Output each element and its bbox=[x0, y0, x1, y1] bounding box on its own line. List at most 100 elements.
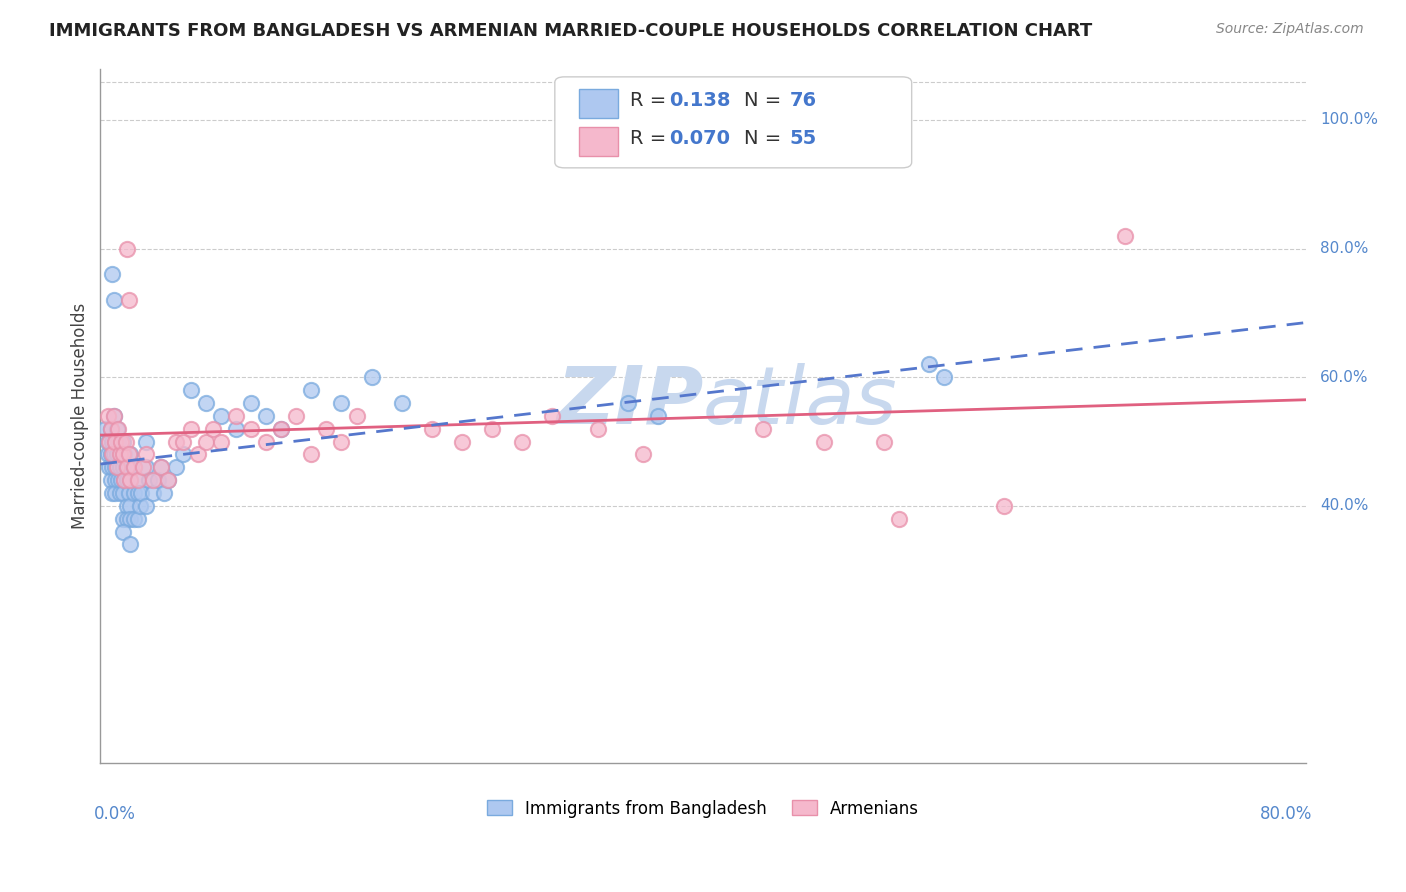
Point bbox=[107, 422, 129, 436]
Point bbox=[180, 383, 202, 397]
Point bbox=[103, 293, 125, 307]
Point bbox=[122, 460, 145, 475]
Point bbox=[118, 460, 141, 475]
Point bbox=[110, 434, 132, 449]
Point bbox=[98, 460, 121, 475]
Point bbox=[481, 422, 503, 436]
Point bbox=[98, 434, 121, 449]
Point bbox=[101, 447, 124, 461]
Point bbox=[104, 486, 127, 500]
Point bbox=[420, 422, 443, 436]
Point bbox=[128, 499, 150, 513]
Point bbox=[330, 396, 353, 410]
Point bbox=[172, 447, 194, 461]
Point bbox=[451, 434, 474, 449]
Point bbox=[117, 512, 139, 526]
Point bbox=[120, 473, 142, 487]
Point bbox=[100, 473, 122, 487]
Point bbox=[103, 409, 125, 423]
Point bbox=[254, 434, 277, 449]
Point bbox=[149, 460, 172, 475]
Point bbox=[360, 370, 382, 384]
Text: N =: N = bbox=[744, 128, 787, 148]
Point bbox=[586, 422, 609, 436]
Point bbox=[104, 460, 127, 475]
Point bbox=[118, 447, 141, 461]
Point bbox=[105, 447, 128, 461]
Text: N =: N = bbox=[744, 91, 787, 111]
Text: atlas: atlas bbox=[703, 363, 898, 441]
Point bbox=[225, 409, 247, 423]
Point bbox=[104, 434, 127, 449]
Point bbox=[120, 512, 142, 526]
Point bbox=[114, 473, 136, 487]
Point bbox=[101, 460, 124, 475]
Point bbox=[100, 422, 122, 436]
Point bbox=[180, 422, 202, 436]
Text: 0.138: 0.138 bbox=[669, 91, 731, 111]
Point bbox=[108, 460, 131, 475]
FancyBboxPatch shape bbox=[555, 77, 911, 168]
Point bbox=[122, 512, 145, 526]
Point bbox=[111, 524, 134, 539]
Point bbox=[120, 499, 142, 513]
Point bbox=[391, 396, 413, 410]
Text: 55: 55 bbox=[790, 128, 817, 148]
Point bbox=[131, 460, 153, 475]
Point bbox=[541, 409, 564, 423]
Point bbox=[1114, 228, 1136, 243]
Point bbox=[194, 396, 217, 410]
Point bbox=[118, 486, 141, 500]
Text: 0.070: 0.070 bbox=[669, 128, 730, 148]
Point bbox=[122, 460, 145, 475]
Point bbox=[135, 447, 157, 461]
Point bbox=[270, 422, 292, 436]
Point bbox=[254, 409, 277, 423]
Point bbox=[118, 293, 141, 307]
Point bbox=[127, 486, 149, 500]
Point bbox=[129, 486, 152, 500]
Point bbox=[122, 486, 145, 500]
Point bbox=[101, 486, 124, 500]
Point bbox=[157, 473, 180, 487]
Point bbox=[240, 422, 263, 436]
Point bbox=[157, 473, 180, 487]
Point bbox=[120, 473, 142, 487]
Point bbox=[115, 460, 138, 475]
Point bbox=[105, 460, 128, 475]
Text: 80.0%: 80.0% bbox=[1260, 805, 1312, 822]
Point bbox=[107, 473, 129, 487]
Point bbox=[142, 486, 165, 500]
Point bbox=[117, 473, 139, 487]
Point bbox=[315, 422, 337, 436]
Point bbox=[114, 473, 136, 487]
Point bbox=[240, 396, 263, 410]
Text: IMMIGRANTS FROM BANGLADESH VS ARMENIAN MARRIED-COUPLE HOUSEHOLDS CORRELATION CHA: IMMIGRANTS FROM BANGLADESH VS ARMENIAN M… bbox=[49, 22, 1092, 40]
Text: 80.0%: 80.0% bbox=[1320, 241, 1368, 256]
FancyBboxPatch shape bbox=[579, 127, 617, 156]
Point bbox=[101, 434, 124, 449]
Point bbox=[120, 447, 142, 461]
Point bbox=[117, 242, 139, 256]
Point bbox=[108, 486, 131, 500]
Point bbox=[299, 447, 322, 461]
Point bbox=[209, 434, 232, 449]
Point bbox=[138, 473, 160, 487]
Point bbox=[330, 434, 353, 449]
Point bbox=[111, 512, 134, 526]
Point bbox=[111, 447, 134, 461]
Point bbox=[105, 422, 128, 436]
Text: 76: 76 bbox=[790, 91, 817, 111]
Point bbox=[631, 447, 654, 461]
Point bbox=[97, 409, 120, 423]
Point bbox=[225, 422, 247, 436]
Point bbox=[194, 434, 217, 449]
Point bbox=[616, 396, 638, 410]
Point bbox=[209, 409, 232, 423]
Legend: Immigrants from Bangladesh, Armenians: Immigrants from Bangladesh, Armenians bbox=[481, 793, 927, 824]
Point bbox=[873, 434, 896, 449]
Text: Source: ZipAtlas.com: Source: ZipAtlas.com bbox=[1216, 22, 1364, 37]
Point bbox=[813, 434, 835, 449]
Point bbox=[149, 460, 172, 475]
Point bbox=[135, 460, 157, 475]
